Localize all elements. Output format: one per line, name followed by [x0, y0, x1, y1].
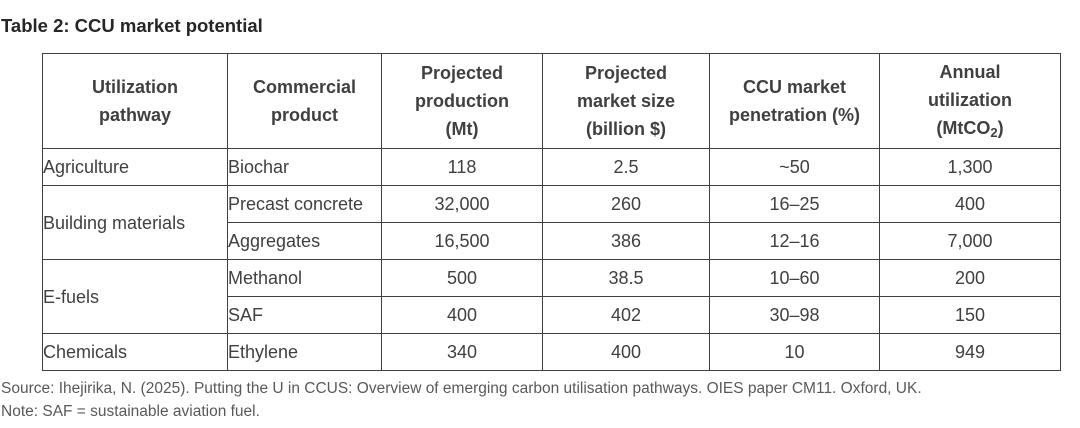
cell-penetration: 10–60	[709, 259, 880, 297]
cell-production: 340	[381, 333, 543, 371]
header-row: Utilization pathway Commercial product P…	[42, 53, 1061, 149]
cell-market-size: 38.5	[542, 259, 710, 297]
table-row-methanol: E-fuels Methanol 500 38.5 10–60 200	[42, 259, 1061, 334]
cell-market-size: 400	[542, 333, 710, 371]
header-projected-market-size: Projected market size (billion $)	[542, 53, 710, 149]
header-ccu-market-penetration: CCU market penetration (%)	[709, 53, 880, 149]
cell-market-size: 2.5	[542, 148, 710, 186]
cell-utilization: 150	[879, 296, 1061, 334]
utilization-unit: (MtCO2)	[936, 118, 1004, 140]
cell-market-size: 386	[542, 222, 710, 260]
source-note: Source: Ihejirika, N. (2025). Putting th…	[1, 380, 922, 397]
cell-product: Biochar	[227, 148, 382, 186]
header-annual-utilization: Annual utilization (MtCO2)	[879, 53, 1061, 149]
table-row-aggregates: Aggregates 16,500 386 12–16 7,000	[43, 222, 1061, 260]
header-commercial-product: Commercial product	[227, 53, 382, 149]
cell-product: Methanol	[227, 259, 382, 297]
cell-penetration: ~50	[709, 148, 880, 186]
abbreviation-note: Note: SAF = sustainable aviation fuel.	[1, 403, 260, 420]
cell-utilization: 200	[879, 259, 1061, 297]
header-utilization-pathway: Utilization pathway	[42, 53, 228, 149]
cell-utilization: 1,300	[879, 148, 1061, 186]
cell-market-size: 260	[542, 185, 710, 223]
cell-production: 16,500	[381, 222, 543, 260]
header-projected-production: Projected production (Mt)	[381, 53, 543, 149]
cell-utilization: 7,000	[879, 222, 1061, 260]
cell-product: SAF	[227, 296, 382, 334]
cell-production: 118	[381, 148, 543, 186]
ccu-market-table: Utilization pathway Commercial product P…	[42, 53, 1061, 371]
cell-product: Precast concrete	[227, 185, 382, 223]
table-row-saf: SAF 400 402 30–98 150	[43, 296, 1061, 334]
cell-production: 400	[381, 296, 543, 334]
table-row-agriculture: Agriculture Biochar 118 2.5 ~50 1,300	[42, 148, 1061, 186]
cell-penetration: 10	[709, 333, 880, 371]
cell-pathway: E-fuels	[42, 259, 228, 334]
cell-product: Aggregates	[227, 222, 382, 260]
cell-utilization: 949	[879, 333, 1061, 371]
cell-penetration: 16–25	[709, 185, 880, 223]
cell-utilization: 400	[879, 185, 1061, 223]
cell-pathway: Agriculture	[42, 148, 228, 186]
cell-product: Ethylene	[227, 333, 382, 371]
table-row-precast-concrete: Building materials Precast concrete 32,0…	[42, 185, 1061, 260]
table-title: Table 2: CCU market potential	[1, 15, 263, 36]
cell-penetration: 30–98	[709, 296, 880, 334]
cell-production: 500	[381, 259, 543, 297]
cell-penetration: 12–16	[709, 222, 880, 260]
cell-pathway: Chemicals	[42, 333, 228, 371]
cell-market-size: 402	[542, 296, 710, 334]
cell-production: 32,000	[381, 185, 543, 223]
table-row-ethylene: Chemicals Ethylene 340 400 10 949	[42, 333, 1061, 371]
cell-pathway: Building materials	[42, 185, 228, 260]
